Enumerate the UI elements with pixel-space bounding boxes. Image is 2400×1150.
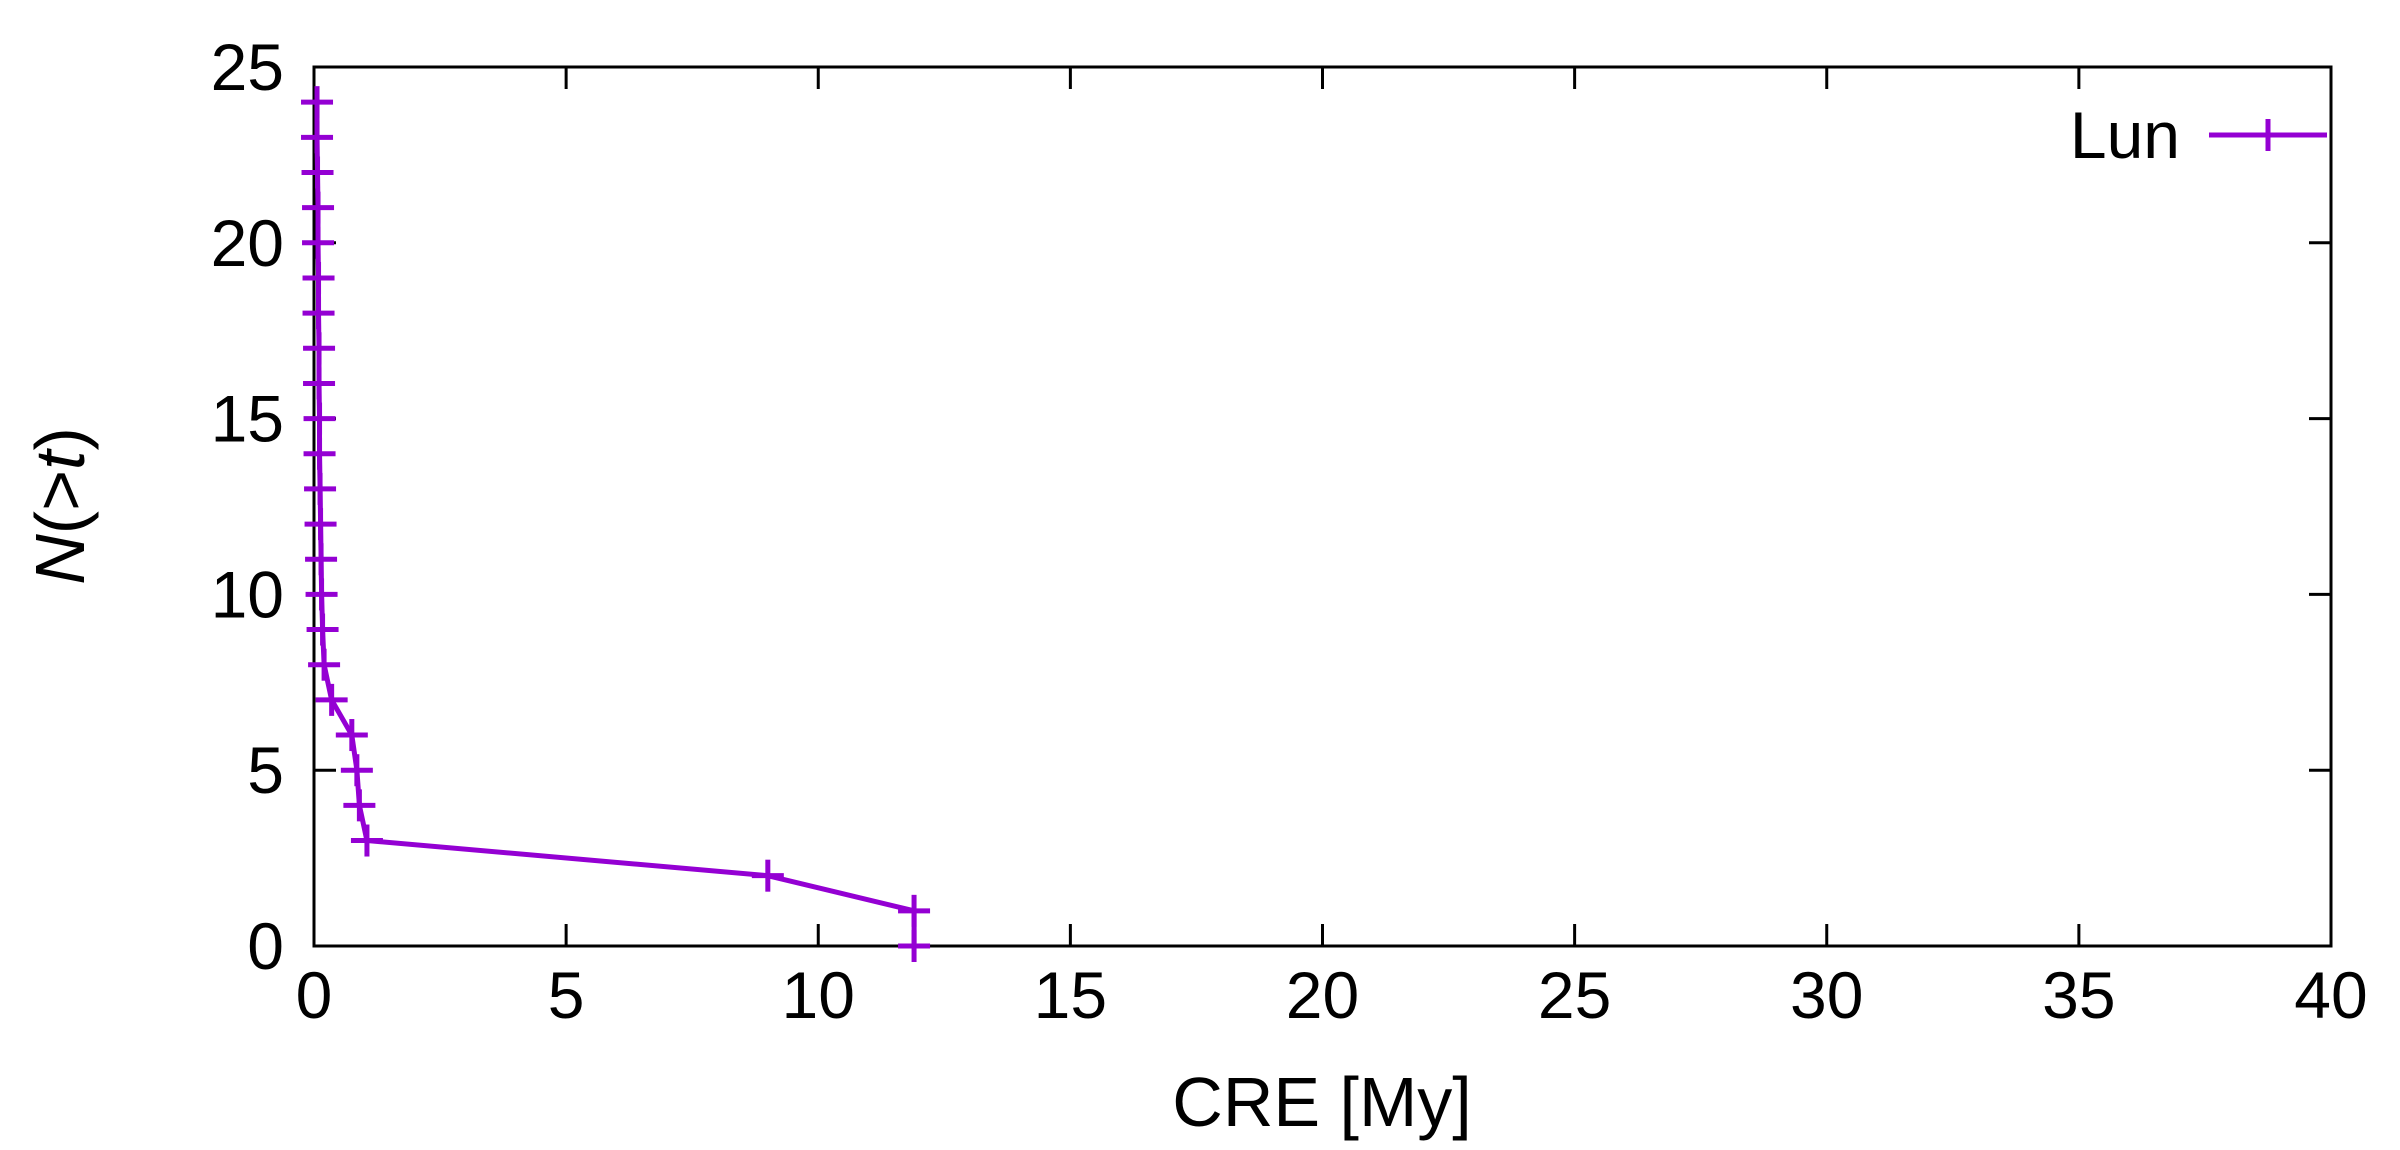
y-tick-label: 20 [211,206,284,280]
x-tick-label: 0 [296,958,333,1032]
x-tick-label: 15 [1034,958,1107,1032]
x-tick-label: 25 [1538,958,1611,1032]
x-tick-label: 20 [1286,958,1359,1032]
x-tick-label: 30 [1790,958,1863,1032]
x-tick-label: 40 [2294,958,2367,1032]
y-tick-label: 10 [211,557,284,631]
plot-border [312,65,2333,948]
y-tick-label: 15 [211,382,284,456]
y-tick-label: 25 [211,30,284,104]
y-tick-label: 5 [247,733,284,807]
x-tick-label: 5 [548,958,585,1032]
plot-area: 0 5 10 15 20 25 30 35 40 0 5 10 15 20 25 [211,30,2368,1032]
legend: Lun [2070,98,2327,172]
series-line [314,99,917,949]
x-tick-label: 35 [2042,958,2115,1032]
y-axis-label: N(>t) [21,427,99,585]
x-tick-label: 10 [782,958,855,1032]
legend-label: Lun [2070,98,2180,172]
y-tick-label: 0 [247,909,284,983]
legend-line-sample [2209,119,2327,151]
x-axis-label: CRE [My] [1172,1063,1471,1141]
